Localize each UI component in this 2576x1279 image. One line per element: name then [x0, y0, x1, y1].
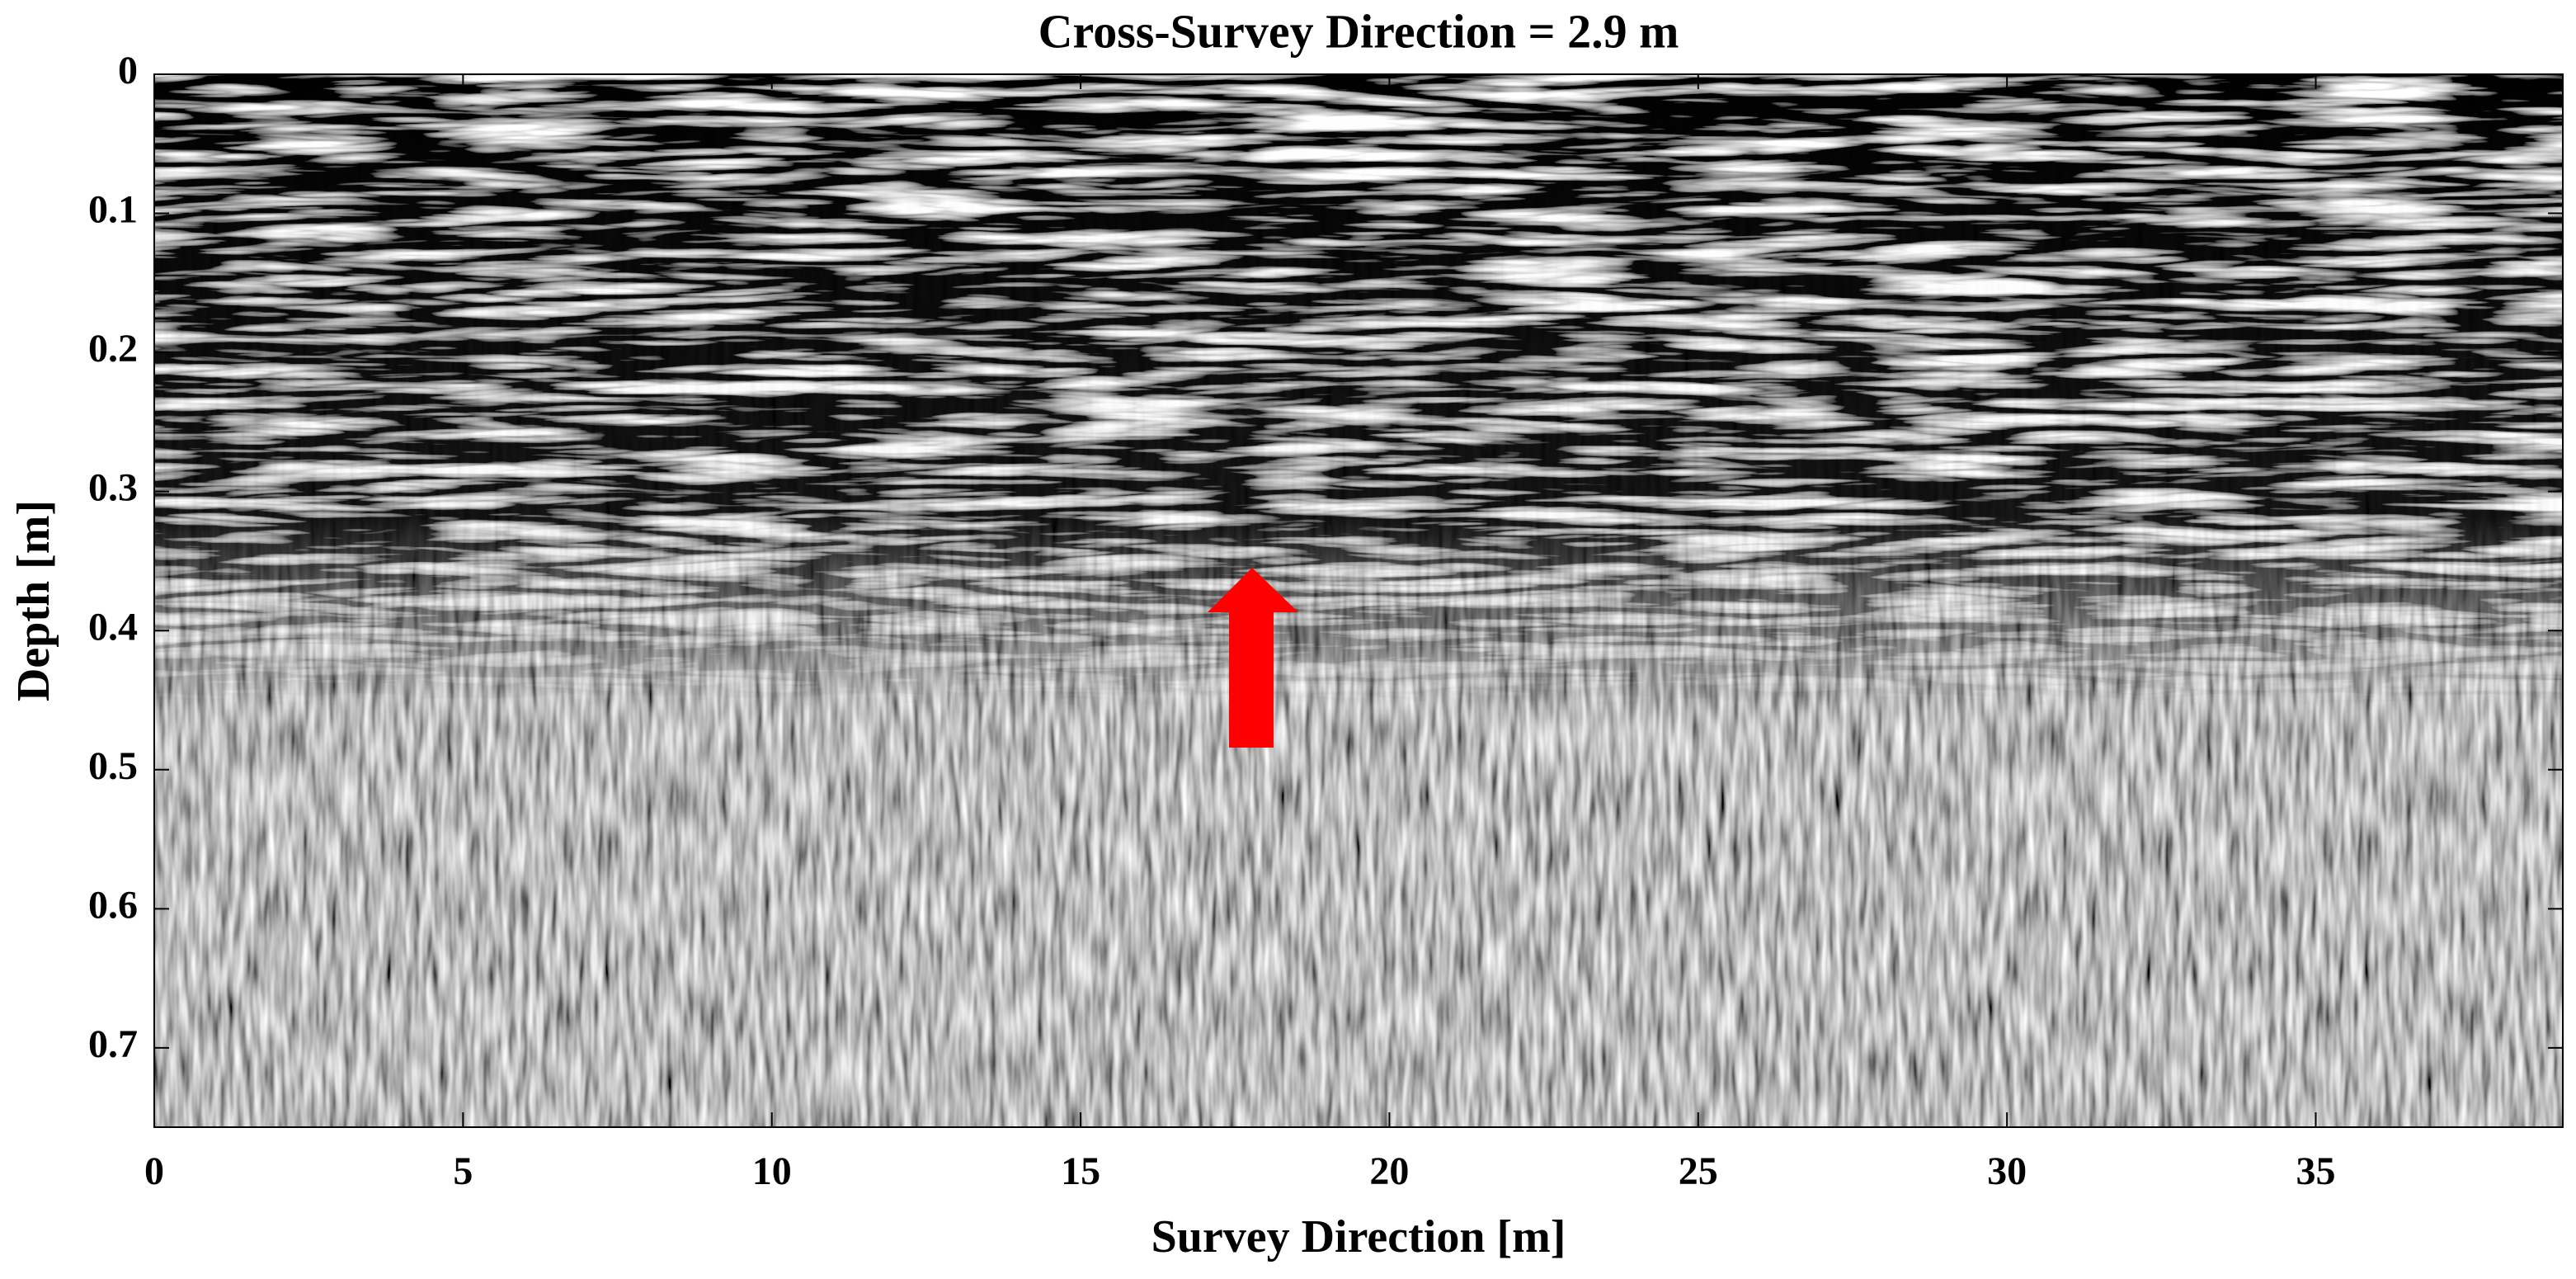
- radargram-reflectors: [154, 74, 2563, 1127]
- x-tick-label: 5: [453, 1149, 473, 1193]
- x-tick-label: 0: [144, 1149, 164, 1193]
- y-axis-label: Depth [m]: [8, 500, 59, 701]
- y-tick-label: 0.6: [88, 883, 138, 927]
- y-tick-label: 0.1: [88, 188, 138, 232]
- x-tick-label: 15: [1061, 1149, 1100, 1193]
- y-tick-label: 0.4: [88, 605, 138, 649]
- x-axis-label: Survey Direction [m]: [1151, 1211, 1566, 1262]
- y-tick-label: 0.5: [88, 744, 138, 788]
- x-tick-label: 25: [1679, 1149, 1718, 1193]
- x-tick-label: 30: [1987, 1149, 2027, 1193]
- y-tick-label: 0.3: [88, 466, 138, 510]
- y-tick-label: 0.2: [88, 327, 138, 370]
- y-tick-label: 0: [118, 49, 138, 92]
- x-tick-label: 20: [1369, 1149, 1409, 1193]
- plot-frame: [153, 73, 2564, 1128]
- x-tick-label: 10: [752, 1149, 792, 1193]
- chart-title: Cross-Survey Direction = 2.9 m: [1038, 4, 1679, 58]
- radargram: [154, 74, 2563, 1127]
- annotation-arrow: [1208, 568, 1298, 748]
- y-tick-label: 0.7: [88, 1022, 138, 1066]
- x-tick-label: 35: [2296, 1149, 2336, 1193]
